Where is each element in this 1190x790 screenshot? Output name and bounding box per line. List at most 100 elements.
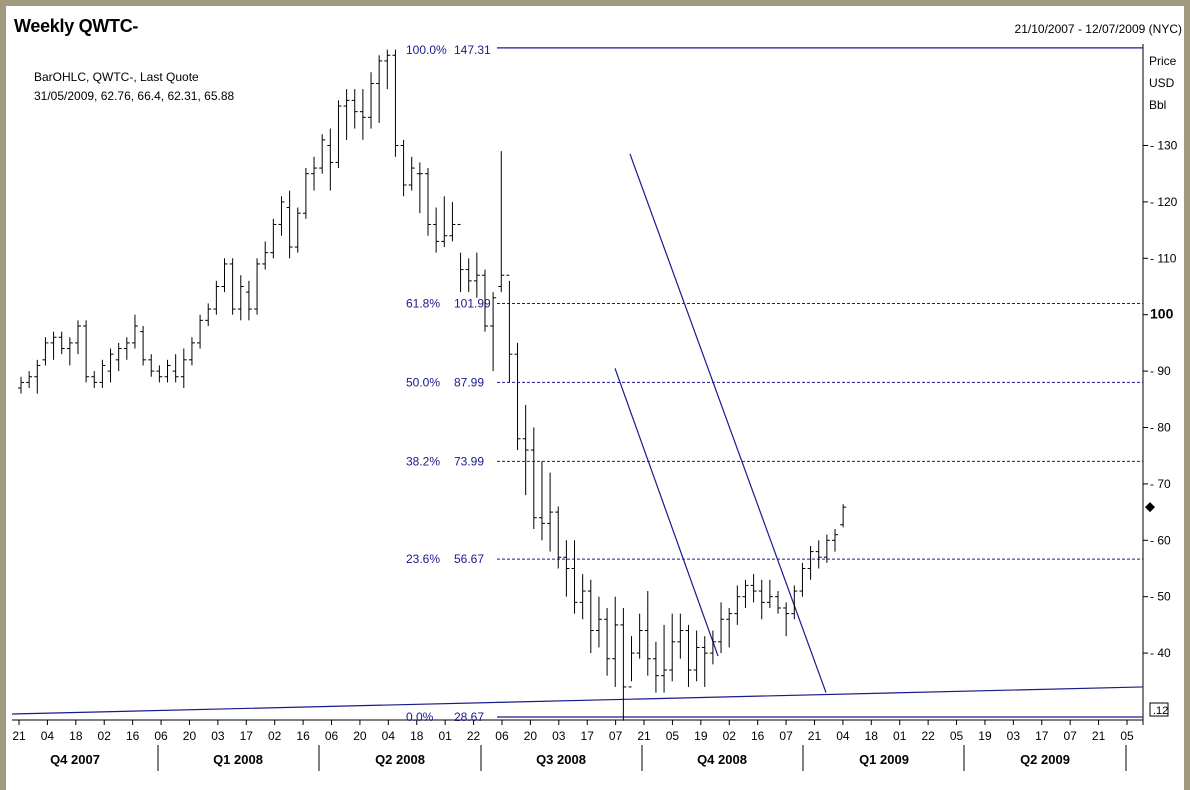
ohlc-bar xyxy=(481,269,488,332)
chart-title: Weekly QWTC- xyxy=(14,16,139,36)
ohlc-bar xyxy=(205,303,212,326)
date-range: 21/10/2007 - 12/07/2009 (NYC) xyxy=(1014,22,1182,36)
ohlc-bar xyxy=(26,371,33,389)
ohlc-bar xyxy=(514,342,521,451)
edge-box-label: .12 xyxy=(1153,705,1168,717)
ohlc-bar xyxy=(254,258,261,315)
ohlc-bar xyxy=(425,168,431,236)
x-tick-label: 06 xyxy=(495,729,509,743)
x-tick-label: 21 xyxy=(808,729,822,743)
axes: - 130 - 120 - 110 100 - 90 - 80 - 70 - 60 - 50 - … xyxy=(12,44,1178,725)
ohlc-bar xyxy=(270,218,277,259)
trend-line xyxy=(629,153,827,693)
ohlc-bar xyxy=(718,602,725,654)
ohlc-bar xyxy=(140,325,147,366)
quarter-label: Q3 2008 xyxy=(536,752,586,767)
x-tick-label: 04 xyxy=(382,729,396,743)
y-unit-line: USD xyxy=(1149,76,1175,90)
ohlc-bar xyxy=(376,55,383,123)
ohlc-bar xyxy=(538,461,545,541)
fib-value-label: 56.67 xyxy=(454,552,484,566)
quarter-label: Q1 2009 xyxy=(859,752,909,767)
quarter-label: Q4 2008 xyxy=(697,752,747,767)
ohlc-bar xyxy=(775,591,782,614)
ohlc-bar xyxy=(83,320,90,383)
x-tick-label: 18 xyxy=(69,729,83,743)
ohlc-bar xyxy=(148,354,155,377)
x-tick-label: 05 xyxy=(666,729,680,743)
ohlc-bar xyxy=(278,196,285,236)
ohlc-bar xyxy=(530,427,537,530)
trend-line xyxy=(11,686,1144,715)
ohlc-bar xyxy=(229,258,236,315)
ohlc-bar xyxy=(799,562,806,597)
ohlc-bar xyxy=(286,190,293,259)
y-tick-label: - 50 xyxy=(1150,590,1171,604)
x-tick-label: 17 xyxy=(240,729,254,743)
x-tick-label: 03 xyxy=(552,729,566,743)
ohlc-bar xyxy=(693,630,700,682)
ohlc-bar xyxy=(840,504,847,528)
quarter-label: Q4 2007 xyxy=(50,752,100,767)
ohlc-bar xyxy=(612,596,619,687)
ohlc-bar xyxy=(807,545,814,580)
y-tick-label: - 120 xyxy=(1150,195,1178,209)
ohlc-bar xyxy=(652,641,659,693)
ohlc-bar xyxy=(74,320,81,355)
x-tick-label: 01 xyxy=(893,729,907,743)
x-tick-label: 01 xyxy=(438,729,452,743)
ohlc-bar xyxy=(294,207,301,253)
ohlc-bar xyxy=(392,49,399,157)
x-tick-label: 16 xyxy=(751,729,765,743)
x-tick-label: 20 xyxy=(353,729,367,743)
ohlc-bar xyxy=(384,49,391,90)
x-tick-label: 07 xyxy=(1063,729,1077,743)
ohlc-bar xyxy=(571,540,578,614)
ohlc-bar xyxy=(164,359,171,383)
fib-pct-label: 23.6% xyxy=(406,552,440,566)
x-tick-label: 16 xyxy=(126,729,140,743)
ohlc-bar xyxy=(636,613,643,659)
ohlc-bar xyxy=(131,314,138,349)
ohlc-bar xyxy=(620,607,627,721)
x-tick-label: 17 xyxy=(1035,729,1049,743)
ohlc-bar xyxy=(661,624,668,693)
x-tick-label: 20 xyxy=(183,729,197,743)
ohlc-bar xyxy=(490,292,497,372)
fib-value-label: 87.99 xyxy=(454,375,484,389)
ohlc-bar xyxy=(685,624,692,687)
x-tick-label: 02 xyxy=(268,729,282,743)
fib-value-label: 28.67 xyxy=(454,710,484,724)
x-tick-label: 06 xyxy=(325,729,339,743)
ohlc-bar xyxy=(50,331,57,360)
ohlc-bar xyxy=(441,196,448,248)
ohlc-bar xyxy=(579,574,586,620)
fib-pct-label: 38.2% xyxy=(406,454,440,468)
ohlc-bar xyxy=(522,404,529,496)
ohlc-bar xyxy=(351,89,358,129)
x-tick-label: 04 xyxy=(41,729,55,743)
edge-box xyxy=(1149,702,1169,717)
ohlc-bar xyxy=(311,156,318,191)
ohlc-bar xyxy=(180,348,187,389)
ohlc-bar xyxy=(734,585,741,625)
x-tick-label: 02 xyxy=(723,729,737,743)
x-tick-label: 18 xyxy=(410,729,424,743)
ohlc-bar xyxy=(123,337,130,360)
ohlc-bar xyxy=(156,365,163,383)
ohlc-bar xyxy=(709,630,716,665)
quote-values: 31/05/2009, 62.76, 66.4, 62.31, 65.88 xyxy=(34,89,235,103)
ohlc-bar xyxy=(359,89,366,140)
ohlc-bar xyxy=(197,314,204,349)
ohlc-bar xyxy=(91,371,98,389)
ohlc-bar xyxy=(465,258,472,293)
y-tick-label: - 80 xyxy=(1150,420,1171,434)
ohlc-bar xyxy=(213,280,220,315)
ohlc-bar xyxy=(587,579,594,654)
x-tick-label: 19 xyxy=(694,729,708,743)
ohlc-bar xyxy=(498,151,505,293)
ohlc-bar xyxy=(66,337,73,366)
x-tick-label: 22 xyxy=(467,729,481,743)
ohlc-bar xyxy=(433,207,440,253)
